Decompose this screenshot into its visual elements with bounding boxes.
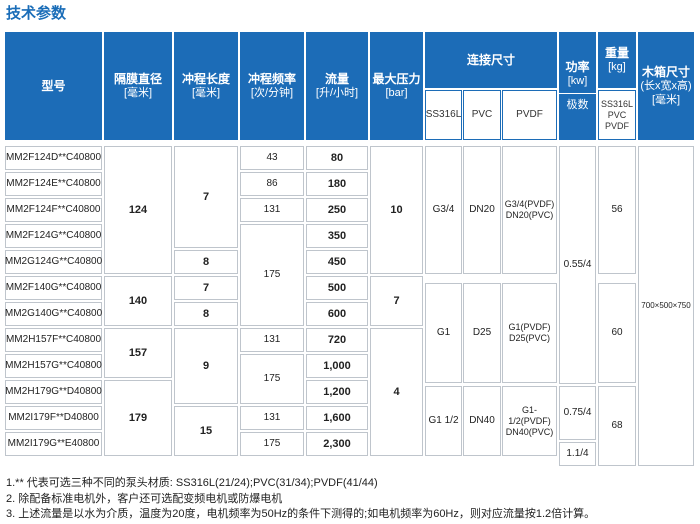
subheader-weight-materials: SS316L PVC PVDF <box>598 90 636 140</box>
conn-ss316l-cell: G1 1/2 <box>425 386 462 456</box>
model-cell: MM2I179F**D40800 <box>5 406 102 430</box>
frequency-cell: 86 <box>240 172 304 196</box>
header-box-size: 木箱尺寸 (长x宽x高) [毫米] <box>638 32 694 140</box>
weight-cell: 56 <box>598 146 636 274</box>
subheader-conn-pvc: PVC <box>463 90 501 140</box>
model-cell: MM2G124G**C40800 <box>5 250 102 274</box>
footnote: 1.** 代表可选三种不同的泵头材质: SS316L(21/24);PVC(31… <box>6 477 378 489</box>
footnote: 3. 上述流量是以水为介质，温度为20度，电机频率为50Hz的条件下测得的;如电… <box>6 508 596 520</box>
header-frequency: 冲程频率 [次/分钟] <box>240 32 304 140</box>
conn-pvdf-cell: G1-1/2(PVDF) DN40(PVC) <box>502 386 557 456</box>
model-cell: MM2F124E**C40800 <box>5 172 102 196</box>
header-stroke: 冲程长度 [毫米] <box>174 32 238 140</box>
flow-cell: 250 <box>306 198 368 222</box>
header-weight: 重量 [kg] <box>598 32 636 88</box>
conn-pvc-cell: D25 <box>463 283 501 383</box>
pressure-cell: 10 <box>370 146 423 274</box>
flow-cell: 500 <box>306 276 368 300</box>
power-cell: 0.75/4 <box>559 386 596 440</box>
frequency-cell: 43 <box>240 146 304 170</box>
stroke-cell: 15 <box>174 406 238 456</box>
model-cell: MM2H157G**C40800 <box>5 354 102 378</box>
header-power: 功率 [kw] 极数 <box>559 32 596 140</box>
frequency-cell: 131 <box>240 198 304 222</box>
pressure-cell: 7 <box>370 276 423 326</box>
flow-cell: 80 <box>306 146 368 170</box>
pressure-cell: 4 <box>370 328 423 456</box>
frequency-cell: 131 <box>240 328 304 352</box>
header-connection: 连接尺寸 <box>425 32 557 88</box>
flow-cell: 600 <box>306 302 368 326</box>
power-cell: 1.1/4 <box>559 442 596 466</box>
frequency-cell: 175 <box>240 224 304 326</box>
diaphragm-cell: 140 <box>104 276 172 326</box>
flow-cell: 1,200 <box>306 380 368 404</box>
conn-pvdf-cell: G3/4(PVDF) DN20(PVC) <box>502 146 557 274</box>
footnotes: 1.** 代表可选三种不同的泵头材质: SS316L(21/24);PVC(31… <box>6 476 595 523</box>
header-pressure: 最大压力 [bar] <box>370 32 423 140</box>
model-cell: MM2F124D**C40800 <box>5 146 102 170</box>
flow-cell: 1,600 <box>306 406 368 430</box>
diaphragm-cell: 157 <box>104 328 172 378</box>
header-model: 型号 <box>5 32 102 140</box>
conn-pvc-cell: DN40 <box>463 386 501 456</box>
stroke-cell: 8 <box>174 250 238 274</box>
conn-ss316l-cell: G3/4 <box>425 146 462 274</box>
flow-cell: 720 <box>306 328 368 352</box>
subheader-conn-pvdf: PVDF <box>502 90 557 140</box>
header-flow: 流量 [升/小时] <box>306 32 368 140</box>
header-diaphragm: 隔膜直径 [毫米] <box>104 32 172 140</box>
weight-cell: 60 <box>598 283 636 383</box>
model-cell: MM2I179G**E40800 <box>5 432 102 456</box>
box-size-cell: 700×500×750 <box>638 146 694 466</box>
conn-pvc-cell: DN20 <box>463 146 501 274</box>
weight-cell: 68 <box>598 386 636 466</box>
power-cell: 0.55/4 <box>559 146 596 384</box>
diaphragm-cell: 124 <box>104 146 172 274</box>
stroke-cell: 7 <box>174 146 238 248</box>
stroke-cell: 9 <box>174 328 238 404</box>
stroke-cell: 7 <box>174 276 238 300</box>
flow-cell: 180 <box>306 172 368 196</box>
frequency-cell: 131 <box>240 406 304 430</box>
conn-pvdf-cell: G1(PVDF) D25(PVC) <box>502 283 557 383</box>
model-cell: MM2F124F**C40800 <box>5 198 102 222</box>
model-cell: MM2H157F**C40800 <box>5 328 102 352</box>
subheader-conn-ss316l: SS316L <box>425 90 462 140</box>
frequency-cell: 175 <box>240 354 304 404</box>
model-cell: MM2H179G**D40800 <box>5 380 102 404</box>
flow-cell: 1,000 <box>306 354 368 378</box>
flow-cell: 350 <box>306 224 368 248</box>
conn-ss316l-cell: G1 <box>425 283 462 383</box>
model-cell: MM2F140G**C40800 <box>5 276 102 300</box>
flow-cell: 2,300 <box>306 432 368 456</box>
model-cell: MM2G140G**C40800 <box>5 302 102 326</box>
footnote: 2. 除配备标准电机外，客户还可选配变频电机或防爆电机 <box>6 492 283 505</box>
section-title: 技术参数 <box>6 5 67 22</box>
model-cell: MM2F124G**C40800 <box>5 224 102 248</box>
diaphragm-cell: 179 <box>104 380 172 456</box>
frequency-cell: 175 <box>240 432 304 456</box>
stroke-cell: 8 <box>174 302 238 326</box>
flow-cell: 450 <box>306 250 368 274</box>
